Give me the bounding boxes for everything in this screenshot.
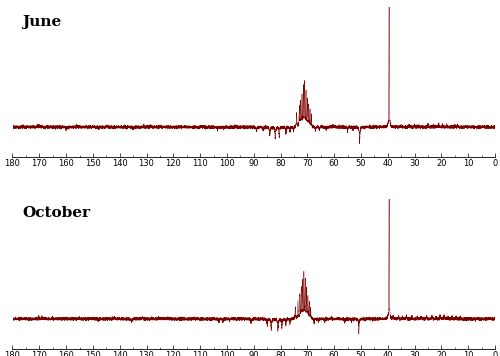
Text: October: October — [22, 206, 90, 220]
Text: June: June — [22, 15, 62, 28]
